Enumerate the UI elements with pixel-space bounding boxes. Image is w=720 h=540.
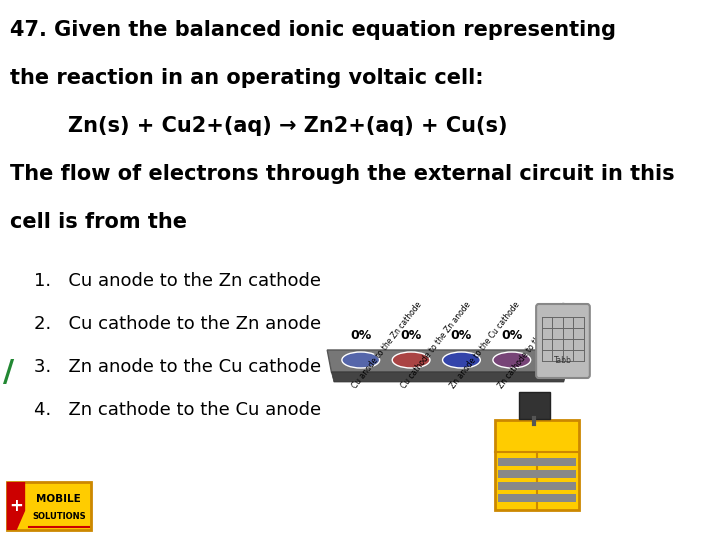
Text: 0%: 0% — [350, 329, 372, 342]
Text: /: / — [4, 358, 14, 387]
Text: SOLUTIONS: SOLUTIONS — [32, 512, 86, 521]
Text: the reaction in an operating voltaic cell:: the reaction in an operating voltaic cel… — [10, 68, 484, 88]
Polygon shape — [331, 372, 567, 382]
FancyBboxPatch shape — [498, 470, 575, 478]
Text: 0%: 0% — [501, 329, 523, 342]
Ellipse shape — [493, 352, 531, 368]
Text: 3.   Zn anode to the Cu cathode: 3. Zn anode to the Cu cathode — [34, 358, 320, 376]
Text: Zn anode to the Cu cathode: Zn anode to the Cu cathode — [448, 300, 521, 390]
Ellipse shape — [392, 352, 430, 368]
Text: cell is from the: cell is from the — [10, 212, 187, 232]
Text: Tabb: Tabb — [554, 356, 572, 365]
Text: Cu anode to the Zn cathode: Cu anode to the Zn cathode — [351, 300, 424, 390]
Ellipse shape — [443, 352, 480, 368]
FancyBboxPatch shape — [6, 482, 91, 530]
Ellipse shape — [342, 352, 379, 368]
Text: 4.   Zn cathode to the Cu anode: 4. Zn cathode to the Cu anode — [34, 401, 320, 419]
FancyBboxPatch shape — [536, 304, 590, 378]
Text: 1.   Cu anode to the Zn cathode: 1. Cu anode to the Zn cathode — [34, 272, 320, 290]
Text: 0%: 0% — [400, 329, 422, 342]
FancyBboxPatch shape — [495, 420, 579, 510]
Text: The flow of electrons through the external circuit in this: The flow of electrons through the extern… — [10, 164, 675, 184]
Text: MOBILE: MOBILE — [36, 494, 81, 504]
FancyBboxPatch shape — [498, 494, 575, 502]
Text: Cu cathode to the Zn anode: Cu cathode to the Zn anode — [400, 300, 472, 390]
Text: Zn(s) + Cu2+(aq) → Zn2+(aq) + Cu(s): Zn(s) + Cu2+(aq) → Zn2+(aq) + Cu(s) — [10, 116, 508, 136]
Text: 47. Given the balanced ionic equation representing: 47. Given the balanced ionic equation re… — [10, 20, 616, 40]
Text: 2.   Cu cathode to the Zn anode: 2. Cu cathode to the Zn anode — [34, 315, 320, 333]
FancyBboxPatch shape — [498, 458, 575, 466]
Polygon shape — [6, 482, 25, 530]
Polygon shape — [327, 350, 570, 372]
Text: Zn cathode to the Cu anode: Zn cathode to the Cu anode — [497, 300, 570, 390]
FancyBboxPatch shape — [519, 392, 550, 419]
FancyBboxPatch shape — [498, 482, 575, 490]
Text: 0%: 0% — [451, 329, 472, 342]
Text: +: + — [9, 497, 23, 515]
